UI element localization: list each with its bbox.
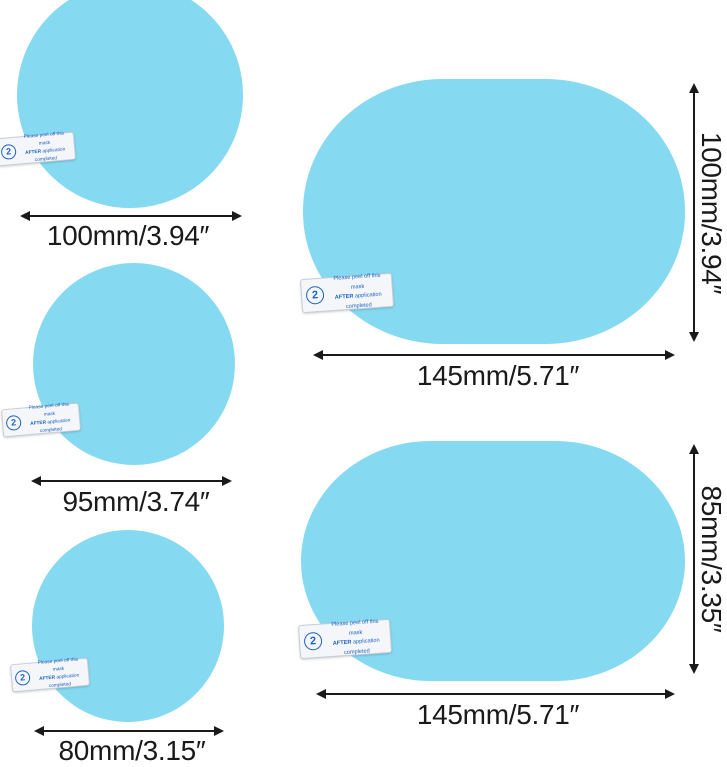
film-circle-95mm xyxy=(33,263,235,465)
circled-2-icon: 2 xyxy=(14,669,31,686)
oval1-height-arrow xyxy=(689,83,699,342)
peel-off-mask-sticker: 2 Please peel off this mask AFTER applic… xyxy=(9,656,91,693)
circle-100mm-diameter-arrow xyxy=(20,211,242,221)
sticker-text: Please peel off this mask AFTER applicat… xyxy=(327,271,390,313)
film-circle-80mm xyxy=(32,530,224,722)
circled-2-icon: 2 xyxy=(0,143,17,160)
sticker-text: Please peel off this mask AFTER applicat… xyxy=(325,617,388,659)
circle-95mm-size-label: 95mm/3.74″ xyxy=(62,486,210,517)
circle-100mm-size-label: 100mm/3.94″ xyxy=(46,220,210,251)
sticker-text: Please peel off this mask AFTER applicat… xyxy=(18,130,73,167)
oval2-width-arrow xyxy=(316,689,675,699)
peel-off-mask-sticker: 2 Please peel off this mask AFTER applic… xyxy=(0,130,77,167)
oval2-width-label: 145mm/5.71″ xyxy=(416,699,580,730)
circled-2-icon: 2 xyxy=(5,414,22,431)
peel-off-mask-sticker: 2 Please peel off this mask AFTER applic… xyxy=(297,617,393,660)
oval1-height-label: 100mm/3.94″ xyxy=(696,131,727,295)
circle-80mm-size-label: 80mm/3.15″ xyxy=(58,735,206,766)
peel-off-mask-sticker: 2 Please peel off this mask AFTER applic… xyxy=(299,271,395,314)
sticker-text: Please peel off this mask AFTER applicat… xyxy=(32,656,87,693)
circle-80mm-diameter-arrow xyxy=(34,726,224,736)
oval2-height-label: 85mm/3.35″ xyxy=(696,485,727,633)
oval1-width-label: 145mm/5.71″ xyxy=(416,360,580,391)
film-circle-100mm xyxy=(17,0,243,208)
sticker-text: Please peel off this mask AFTER applicat… xyxy=(23,401,78,438)
circled-2-icon: 2 xyxy=(303,631,323,651)
peel-off-mask-sticker: 2 Please peel off this mask AFTER applic… xyxy=(0,401,82,438)
oval2-height-arrow xyxy=(689,444,699,674)
circle-95mm-diameter-arrow xyxy=(31,476,232,486)
circled-2-icon: 2 xyxy=(305,285,325,305)
oval1-width-arrow xyxy=(313,350,675,360)
